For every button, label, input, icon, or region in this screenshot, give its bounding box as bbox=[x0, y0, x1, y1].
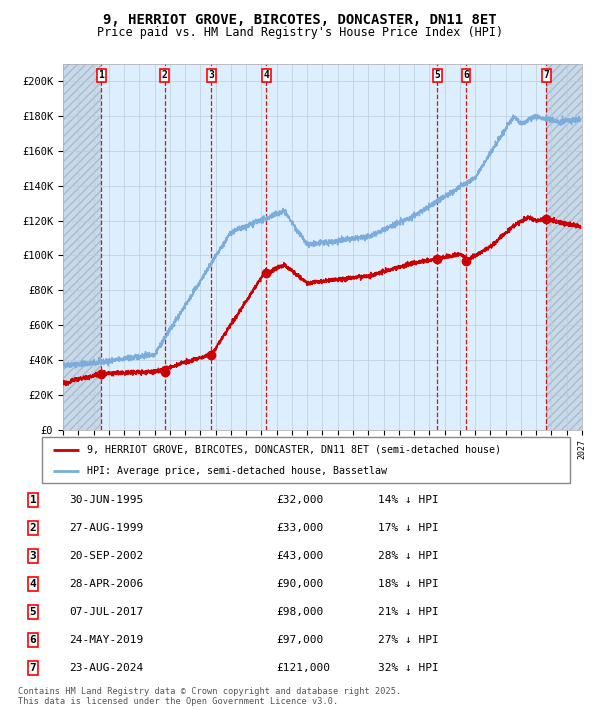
Text: 4: 4 bbox=[263, 70, 269, 80]
Text: 17% ↓ HPI: 17% ↓ HPI bbox=[378, 523, 439, 533]
Text: 9, HERRIOT GROVE, BIRCOTES, DONCASTER, DN11 8ET (semi-detached house): 9, HERRIOT GROVE, BIRCOTES, DONCASTER, D… bbox=[87, 444, 501, 454]
Text: 18% ↓ HPI: 18% ↓ HPI bbox=[378, 579, 439, 589]
Text: 07-JUL-2017: 07-JUL-2017 bbox=[69, 607, 143, 617]
Bar bbox=[546, 64, 582, 430]
Text: This data is licensed under the Open Government Licence v3.0.: This data is licensed under the Open Gov… bbox=[18, 697, 338, 706]
Text: 7: 7 bbox=[29, 662, 37, 672]
Text: 2: 2 bbox=[29, 523, 37, 533]
Text: 14% ↓ HPI: 14% ↓ HPI bbox=[378, 496, 439, 506]
Text: 28% ↓ HPI: 28% ↓ HPI bbox=[378, 551, 439, 561]
Text: £98,000: £98,000 bbox=[276, 607, 323, 617]
Text: 6: 6 bbox=[29, 635, 37, 645]
Text: 28-APR-2006: 28-APR-2006 bbox=[69, 579, 143, 589]
Text: 27-AUG-1999: 27-AUG-1999 bbox=[69, 523, 143, 533]
Text: £43,000: £43,000 bbox=[276, 551, 323, 561]
Text: 9, HERRIOT GROVE, BIRCOTES, DONCASTER, DN11 8ET: 9, HERRIOT GROVE, BIRCOTES, DONCASTER, D… bbox=[103, 13, 497, 27]
Text: 20-SEP-2002: 20-SEP-2002 bbox=[69, 551, 143, 561]
FancyBboxPatch shape bbox=[42, 437, 570, 483]
Text: HPI: Average price, semi-detached house, Bassetlaw: HPI: Average price, semi-detached house,… bbox=[87, 466, 387, 476]
Text: Contains HM Land Registry data © Crown copyright and database right 2025.: Contains HM Land Registry data © Crown c… bbox=[18, 687, 401, 696]
Text: 3: 3 bbox=[29, 551, 37, 561]
Text: 1: 1 bbox=[98, 70, 104, 80]
Text: £90,000: £90,000 bbox=[276, 579, 323, 589]
Text: £33,000: £33,000 bbox=[276, 523, 323, 533]
Text: 1: 1 bbox=[29, 496, 37, 506]
Text: 4: 4 bbox=[29, 579, 37, 589]
Text: 2: 2 bbox=[161, 70, 167, 80]
Text: 5: 5 bbox=[434, 70, 440, 80]
Text: 27% ↓ HPI: 27% ↓ HPI bbox=[378, 635, 439, 645]
Text: 5: 5 bbox=[29, 607, 37, 617]
Text: 21% ↓ HPI: 21% ↓ HPI bbox=[378, 607, 439, 617]
Text: 3: 3 bbox=[208, 70, 214, 80]
Text: 24-MAY-2019: 24-MAY-2019 bbox=[69, 635, 143, 645]
Bar bbox=[63, 64, 101, 430]
Text: 7: 7 bbox=[543, 70, 549, 80]
Text: 6: 6 bbox=[463, 70, 469, 80]
Text: 30-JUN-1995: 30-JUN-1995 bbox=[69, 496, 143, 506]
Text: 32% ↓ HPI: 32% ↓ HPI bbox=[378, 662, 439, 672]
Text: £97,000: £97,000 bbox=[276, 635, 323, 645]
Text: £32,000: £32,000 bbox=[276, 496, 323, 506]
Text: Price paid vs. HM Land Registry's House Price Index (HPI): Price paid vs. HM Land Registry's House … bbox=[97, 26, 503, 39]
Text: £121,000: £121,000 bbox=[276, 662, 330, 672]
Text: 23-AUG-2024: 23-AUG-2024 bbox=[69, 662, 143, 672]
